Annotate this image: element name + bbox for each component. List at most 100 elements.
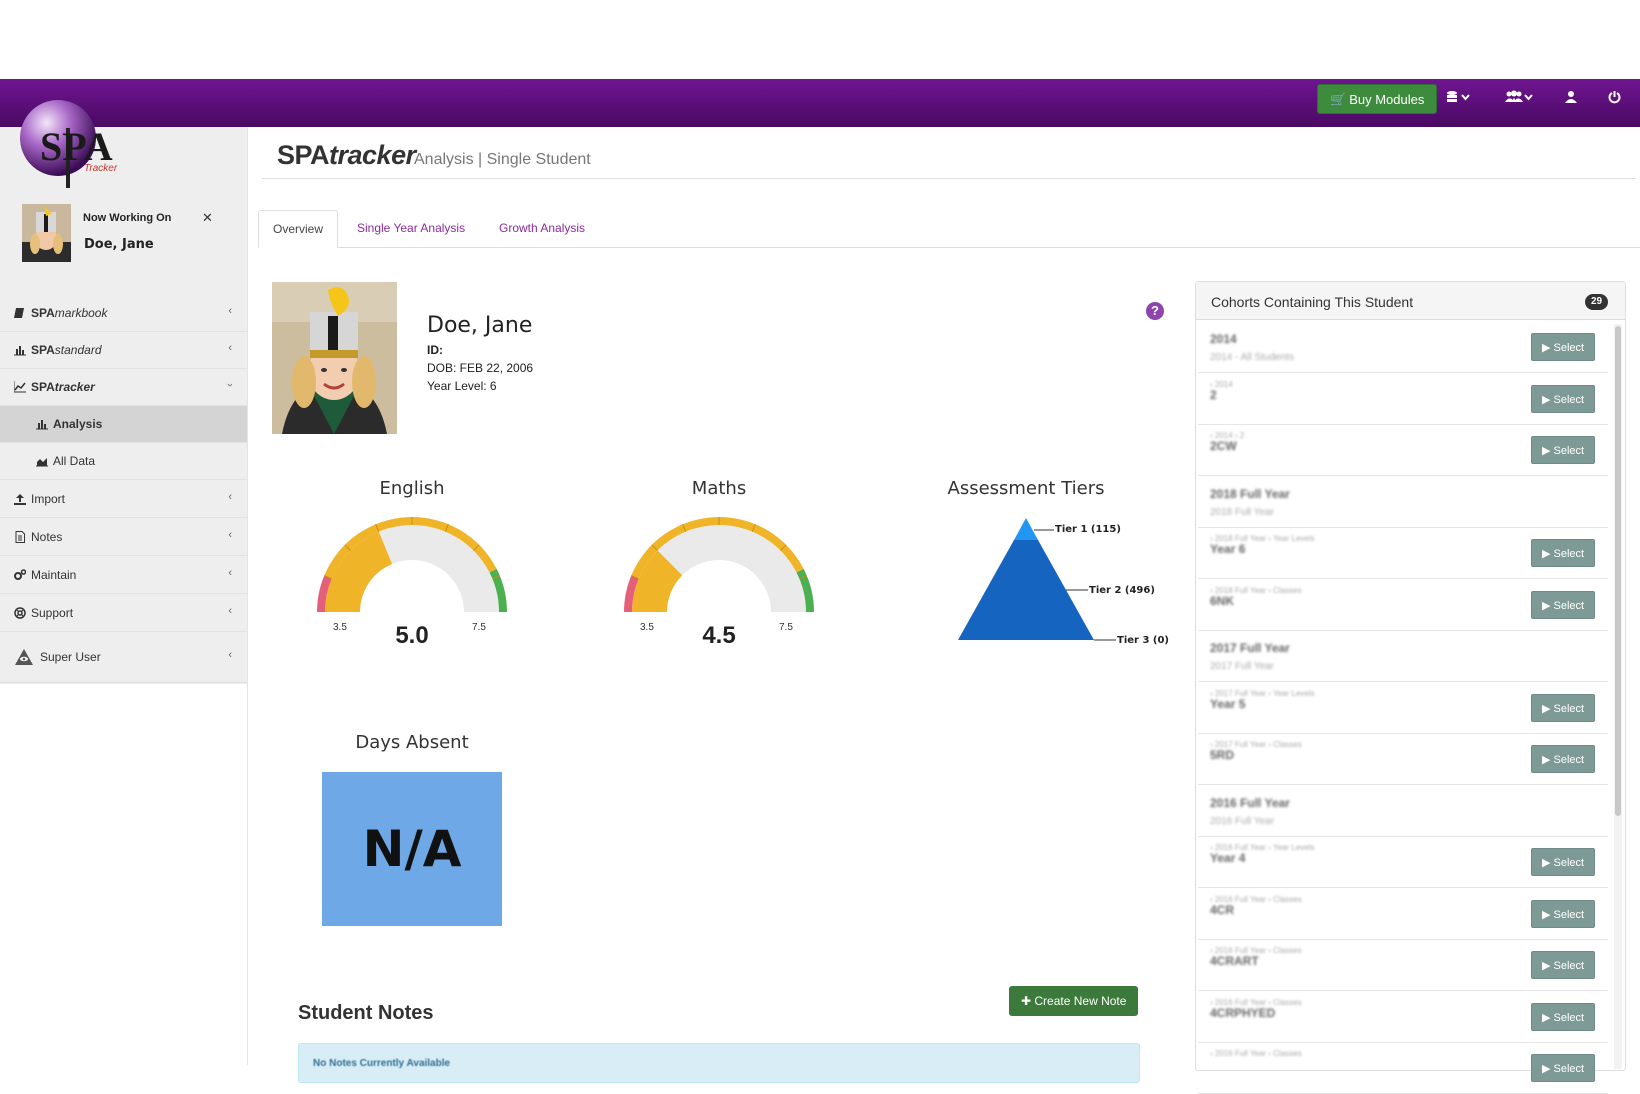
maths-gauge-max: 7.5: [779, 622, 793, 633]
cohort-description: 2016 Full Year: [1210, 815, 1274, 827]
tier-1-label: Tier 1 (115): [1055, 524, 1121, 535]
cohort-select-button[interactable]: ▶ Select: [1531, 951, 1596, 979]
cohort-path: › 2014 › 2: [1210, 431, 1245, 440]
cohort-row: › 2016 Full Year › Classes ▶ Select: [1198, 1043, 1608, 1094]
sidebar-item-notes[interactable]: Notes ‹: [0, 519, 247, 556]
cohort-name: 6NK: [1210, 593, 1235, 608]
markbook-suffix: markbook: [54, 306, 108, 320]
cohort-name: 2: [1210, 387, 1217, 402]
close-icon[interactable]: ✕: [202, 210, 213, 225]
play-icon: ▶: [1542, 702, 1554, 715]
power-icon: [1608, 91, 1621, 104]
student-dob: DOB: FEB 22, 2006: [427, 361, 534, 375]
tiers-pyramid: [958, 518, 1116, 641]
cohort-select-button[interactable]: ▶ Select: [1531, 1054, 1596, 1082]
gauge-tick-mark: [344, 544, 351, 551]
page-subtitle: Analysis | Single Student: [414, 151, 591, 168]
tabs-baseline: [258, 247, 1640, 248]
cohort-select-button[interactable]: ▶ Select: [1531, 333, 1596, 361]
cohort-path: › 2014: [1210, 379, 1233, 389]
logo-text: SPA: [40, 124, 113, 169]
cohort-name: 5RD: [1210, 748, 1235, 762]
select-label: Select: [1553, 342, 1585, 354]
buy-modules-button[interactable]: 🛒 Buy Modules: [1317, 84, 1438, 114]
cohorts-title: Cohorts Containing This Student: [1211, 294, 1414, 310]
tracker-prefix: SPA: [31, 380, 55, 394]
cohort-select-button[interactable]: ▶ Select: [1531, 539, 1596, 567]
cohort-select-button[interactable]: ▶ Select: [1531, 1002, 1596, 1031]
student-thumbnail: [22, 204, 71, 262]
sidebar-item-import[interactable]: Import ‹: [0, 481, 247, 518]
cohort-description: 2018 Full Year: [1210, 506, 1274, 518]
tab-growth-analysis[interactable]: Growth Analysis: [499, 221, 586, 235]
english-gauge-value: 5.0: [395, 622, 429, 649]
sidebar-item-standard[interactable]: SPAstandard ‹: [0, 332, 247, 369]
cohort-select-button[interactable]: ▶ Select: [1531, 745, 1596, 773]
tiers-title: Assessment Tiers: [947, 478, 1105, 499]
cohort-select-button[interactable]: ▶ Select: [1531, 899, 1596, 928]
sidebar-item-all-data[interactable]: All Data: [0, 443, 247, 480]
line-chart-icon: [14, 381, 26, 393]
brand-b: tracker: [329, 140, 416, 170]
tracker-suffix: tracker: [54, 380, 95, 394]
play-icon: ▶: [1542, 908, 1554, 921]
gauge-tick-mark: [682, 524, 687, 532]
groups-dropdown[interactable]: [1505, 90, 1535, 107]
chevron-down-icon: ‹: [224, 383, 237, 387]
student-year-level: Year Level: 6: [427, 379, 497, 393]
sidebar-item-tracker[interactable]: SPAtracker ‹: [0, 369, 247, 406]
user-menu[interactable]: [1565, 90, 1577, 107]
cohort-select-button[interactable]: ▶ Select: [1531, 384, 1596, 413]
tier-2-segment: [958, 540, 1094, 640]
notes-label: Notes: [31, 530, 63, 544]
gauge-tick-mark: [631, 575, 639, 580]
spa-logo[interactable]: SPA Tracker: [18, 98, 128, 190]
import-label: Import: [31, 492, 66, 506]
cohort-path: › 2018 Full Year › Classes: [1210, 585, 1302, 595]
days-absent-title: Days Absent: [355, 732, 469, 753]
cohort-path: › 2017 Full Year › Classes: [1210, 740, 1302, 749]
sidebar-item-analysis[interactable]: Analysis: [0, 406, 247, 443]
select-label: Select: [1553, 599, 1585, 612]
play-icon: ▶: [1542, 960, 1554, 972]
help-icon[interactable]: ?: [1146, 302, 1164, 320]
gauge-value-fill: [325, 531, 393, 612]
cohort-select-button[interactable]: ▶ Select: [1531, 436, 1596, 464]
cohort-select-button[interactable]: ▶ Select: [1531, 590, 1596, 619]
notes-alert: No Notes Currently Available: [298, 1043, 1140, 1083]
gauge-tick-mark: [324, 575, 332, 580]
tab-overview[interactable]: Overview: [258, 210, 339, 248]
gauge-track: [632, 525, 806, 612]
cohort-row: › 2018 Full Year › Year Levels Year 6 ▶ Se…: [1198, 528, 1608, 579]
maths-gauge-value: 4.5: [702, 622, 736, 649]
cohorts-scrollbar-thumb[interactable]: [1615, 326, 1621, 816]
cohort-name: 2CW: [1210, 439, 1237, 453]
create-new-note-button[interactable]: ✚ Create New Note: [1009, 986, 1139, 1016]
play-icon: ▶: [1542, 342, 1554, 354]
logout-button[interactable]: [1608, 90, 1621, 107]
play-icon: ▶: [1542, 393, 1554, 406]
sidebar-item-super-user[interactable]: Super User ‹: [0, 633, 247, 683]
english-gauge-title: English: [379, 478, 445, 499]
tier-1-segment: [1014, 518, 1038, 540]
bar-chart-icon: [14, 346, 26, 356]
standard-suffix: standard: [54, 343, 102, 357]
cohorts-header: Cohorts Containing This Student 29: [1196, 282, 1625, 320]
cohort-select-button[interactable]: ▶ Select: [1531, 848, 1596, 876]
chevron-left-icon: ‹: [228, 605, 232, 617]
sidebar-item-markbook[interactable]: SPAmarkbook ‹: [0, 295, 247, 332]
cohort-name: Year 4: [1210, 851, 1246, 865]
upload-icon: [14, 494, 26, 505]
brand-a: SPA: [277, 140, 330, 170]
tier-3-label: Tier 3 (0): [1117, 635, 1169, 646]
cohort-name: 4CR: [1210, 902, 1235, 917]
sidebar-item-maintain[interactable]: Maintain ‹: [0, 557, 247, 594]
database-dropdown[interactable]: [1446, 90, 1472, 107]
gauge-band-high: [796, 568, 814, 612]
gauge-tick-mark: [492, 575, 500, 580]
sidebar-item-support[interactable]: Support ‹: [0, 595, 247, 632]
cohort-select-button[interactable]: ▶ Select: [1531, 693, 1596, 722]
tab-single-year-analysis[interactable]: Single Year Analysis: [357, 221, 466, 235]
markbook-prefix: SPA: [31, 306, 55, 320]
play-icon: ▶: [1542, 754, 1554, 766]
